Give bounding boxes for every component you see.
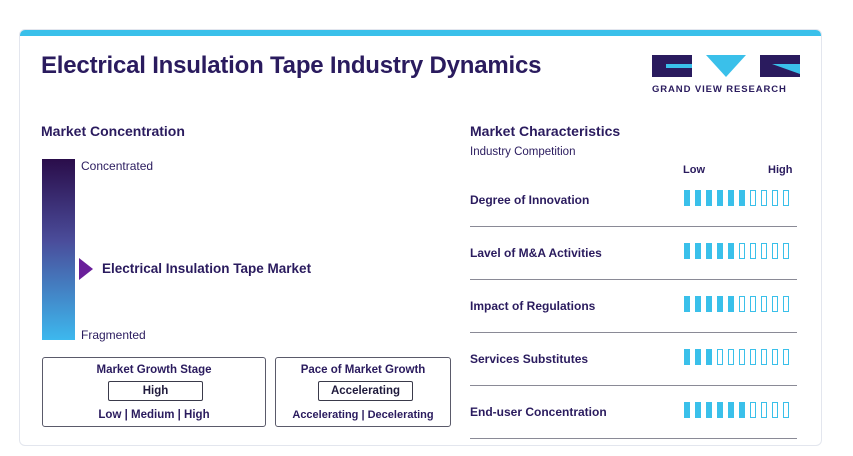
level-segment-empty [761,402,767,418]
concentration-gradient-bar [42,159,75,340]
level-segment-empty [783,243,789,259]
level-segment-empty [783,296,789,312]
level-segment-empty [761,349,767,365]
level-segment-empty [761,296,767,312]
level-segment-empty [739,349,745,365]
level-segment-empty [750,190,756,206]
level-segment-filled [706,349,712,365]
level-segment-filled [706,190,712,206]
characteristic-row: End-user Concentration [470,386,797,439]
row-divider [470,226,797,227]
growth-pace-options: Accelerating | Decelerating [292,409,434,421]
market-position-marker-icon [79,258,93,280]
row-divider [470,385,797,386]
market-growth-stage-box: Market Growth Stage High Low | Medium | … [42,357,266,427]
characteristic-row: Degree of Innovation [470,174,797,227]
level-segment-empty [750,349,756,365]
market-characteristics-title: Market Characteristics [470,123,621,139]
level-segment-empty [750,243,756,259]
level-segment-filled [684,349,690,365]
pace-of-growth-box: Pace of Market Growth Accelerating Accel… [275,357,451,427]
scale-high-label: High [768,164,793,176]
growth-pace-title: Pace of Market Growth [300,364,426,376]
level-segment-empty [772,243,778,259]
characteristic-label: Degree of Innovation [470,193,590,207]
level-segment-filled [739,190,745,206]
level-segment-filled [717,243,723,259]
growth-stage-value: High [108,381,203,401]
growth-pace-value: Accelerating [318,381,413,401]
level-segment-filled [706,402,712,418]
characteristic-row: Lavel of M&A Activities [470,227,797,280]
level-segment-filled [695,296,701,312]
growth-stage-title: Market Growth Stage [96,364,212,376]
level-segment-empty [783,190,789,206]
characteristic-label: Lavel of M&A Activities [470,246,602,260]
characteristic-label: End-user Concentration [470,405,607,419]
level-segment-filled [684,402,690,418]
characteristic-label: Services Substitutes [470,352,589,366]
level-segment-filled [695,349,701,365]
level-segment-filled [728,402,734,418]
level-segment-filled [706,296,712,312]
market-position-label: Electrical Insulation Tape Market [102,261,312,276]
scale-low-label: Low [683,164,705,176]
level-segment-filled [717,402,723,418]
level-segment-filled [739,402,745,418]
level-segment-filled [706,243,712,259]
growth-stage-options: Low | Medium | High [98,409,210,421]
level-segment-empty [783,402,789,418]
logo-text: GRAND VIEW RESEARCH [652,84,787,95]
level-segment-empty [772,402,778,418]
level-segment-empty [750,296,756,312]
level-segment-empty [739,296,745,312]
level-segment-empty [739,243,745,259]
concentrated-label: Concentrated [81,159,154,173]
level-segment-filled [684,243,690,259]
level-segment-filled [728,243,734,259]
level-segment-empty [761,190,767,206]
level-segment-empty [728,349,734,365]
level-segment-filled [695,243,701,259]
row-divider [470,332,797,333]
row-divider [470,438,797,439]
level-segment-filled [684,190,690,206]
level-segment-empty [772,190,778,206]
level-segment-filled [695,402,701,418]
grand-view-research-logo: GRAND VIEW RESEARCH [652,50,802,100]
level-segment-empty [750,402,756,418]
industry-dynamics-card: Electrical Insulation Tape Industry Dyna… [19,29,822,446]
page-title: Electrical Insulation Tape Industry Dyna… [41,52,542,79]
level-segment-empty [761,243,767,259]
level-segment-filled [684,296,690,312]
industry-competition-label: Industry Competition [470,146,576,158]
logo-mark-icon [652,55,800,77]
level-segment-empty [783,349,789,365]
accent-top-bar [20,30,821,36]
row-divider [470,279,797,280]
level-segment-filled [717,190,723,206]
level-segment-empty [772,349,778,365]
level-segment-empty [717,349,723,365]
level-segment-filled [728,296,734,312]
level-segment-filled [717,296,723,312]
characteristic-row: Services Substitutes [470,333,797,386]
level-segment-filled [695,190,701,206]
market-concentration-title: Market Concentration [41,123,185,139]
characteristic-label: Impact of Regulations [470,299,596,313]
characteristic-row: Impact of Regulations [470,280,797,333]
level-segment-empty [772,296,778,312]
fragmented-label: Fragmented [81,328,146,342]
level-segment-filled [728,190,734,206]
